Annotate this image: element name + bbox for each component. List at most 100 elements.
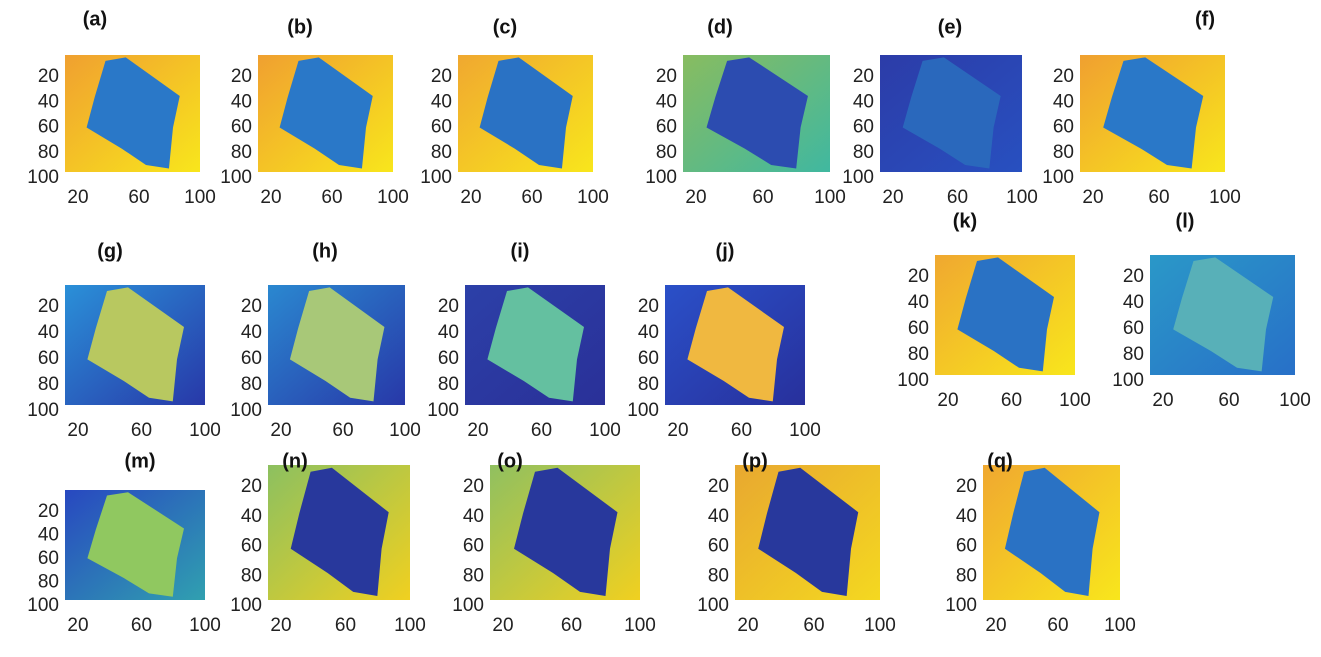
rock-region bbox=[289, 287, 385, 402]
panel: (e) 20 40 60 80 100 20 60 100 bbox=[842, 16, 1038, 208]
panel-label: (f) bbox=[1195, 8, 1215, 30]
y-tick-label: 60 bbox=[38, 117, 59, 138]
y-tick-label: 40 bbox=[638, 322, 659, 343]
x-tick-label: 100 bbox=[1006, 187, 1038, 208]
y-tick-label: 60 bbox=[638, 348, 659, 369]
x-tick-label: 20 bbox=[67, 420, 88, 441]
rock-region bbox=[479, 57, 573, 169]
x-tick-label: 100 bbox=[377, 187, 409, 208]
x-tick-label: 60 bbox=[1047, 615, 1068, 636]
y-tick-label: 80 bbox=[1123, 344, 1144, 365]
panel: (g) 20 40 60 80 100 20 60 100 bbox=[27, 240, 221, 441]
y-tick-label: 80 bbox=[656, 142, 677, 163]
panel-label: (a) bbox=[83, 8, 107, 30]
y-tick-label: 40 bbox=[1053, 91, 1074, 112]
y-tick-label: 20 bbox=[241, 296, 262, 317]
y-tick-label: 20 bbox=[38, 296, 59, 317]
y-tick-label: 60 bbox=[431, 117, 452, 138]
x-tick-label: 60 bbox=[131, 420, 152, 441]
panel: (o) 20 40 60 80 100 20 60 100 bbox=[452, 450, 656, 636]
y-tick-label: 100 bbox=[220, 167, 252, 188]
y-tick-label: 80 bbox=[241, 565, 262, 586]
y-tick-label: 60 bbox=[241, 348, 262, 369]
x-tick-label: 100 bbox=[389, 420, 421, 441]
y-tick-label: 100 bbox=[1112, 370, 1144, 391]
y-tick-label: 60 bbox=[908, 318, 929, 339]
y-tick-label: 100 bbox=[1042, 167, 1074, 188]
y-tick-label: 80 bbox=[908, 344, 929, 365]
x-tick-label: 100 bbox=[1104, 615, 1136, 636]
rock-region bbox=[487, 287, 584, 402]
panel: (q) 20 40 60 80 100 20 60 100 bbox=[945, 450, 1136, 636]
x-tick-label: 20 bbox=[67, 615, 88, 636]
y-tick-label: 20 bbox=[38, 66, 59, 87]
y-tick-label: 40 bbox=[231, 91, 252, 112]
y-tick-label: 40 bbox=[656, 91, 677, 112]
panel-label: (o) bbox=[497, 450, 523, 472]
y-tick-label: 80 bbox=[463, 565, 484, 586]
x-tick-label: 100 bbox=[864, 615, 896, 636]
x-tick-label: 20 bbox=[937, 390, 958, 411]
y-tick-label: 80 bbox=[956, 565, 977, 586]
panel: (d) 20 40 60 80 100 20 60 100 bbox=[645, 16, 846, 208]
y-tick-label: 20 bbox=[463, 476, 484, 497]
y-tick-label: 20 bbox=[908, 266, 929, 287]
y-tick-label: 20 bbox=[853, 66, 874, 87]
x-tick-label: 100 bbox=[189, 615, 221, 636]
x-tick-label: 60 bbox=[128, 187, 149, 208]
y-tick-label: 60 bbox=[708, 536, 729, 557]
x-tick-label: 20 bbox=[667, 420, 688, 441]
x-tick-label: 20 bbox=[492, 615, 513, 636]
y-tick-label: 80 bbox=[38, 142, 59, 163]
x-tick-label: 100 bbox=[1279, 390, 1311, 411]
panel-label: (l) bbox=[1176, 210, 1195, 232]
rock-region bbox=[87, 287, 184, 402]
y-tick-label: 80 bbox=[1053, 142, 1074, 163]
x-tick-label: 60 bbox=[335, 615, 356, 636]
y-tick-label: 40 bbox=[956, 506, 977, 527]
y-tick-label: 100 bbox=[27, 400, 59, 421]
y-tick-label: 80 bbox=[638, 374, 659, 395]
y-tick-label: 100 bbox=[230, 400, 262, 421]
y-tick-label: 100 bbox=[945, 595, 977, 616]
panel-label: (c) bbox=[493, 16, 517, 38]
rock-region bbox=[1004, 467, 1100, 596]
panel-label: (n) bbox=[282, 450, 308, 472]
rock-region bbox=[514, 467, 618, 596]
panel: (c) 20 40 60 80 100 20 60 100 bbox=[420, 16, 609, 208]
y-tick-label: 40 bbox=[38, 91, 59, 112]
panel: (i) 20 40 60 80 100 20 60 100 bbox=[427, 240, 621, 441]
x-tick-label: 60 bbox=[521, 187, 542, 208]
y-tick-label: 20 bbox=[231, 66, 252, 87]
x-tick-label: 100 bbox=[1059, 390, 1091, 411]
x-tick-label: 20 bbox=[985, 615, 1006, 636]
x-tick-label: 20 bbox=[737, 615, 758, 636]
x-tick-label: 60 bbox=[947, 187, 968, 208]
y-tick-label: 100 bbox=[27, 167, 59, 188]
panel: (n) 20 40 60 80 100 20 60 100 bbox=[230, 450, 426, 636]
y-tick-label: 100 bbox=[645, 167, 677, 188]
panel-label: (i) bbox=[511, 240, 530, 262]
y-tick-label: 20 bbox=[656, 66, 677, 87]
y-tick-label: 60 bbox=[853, 117, 874, 138]
x-tick-label: 20 bbox=[1082, 187, 1103, 208]
y-tick-label: 20 bbox=[38, 501, 59, 522]
panel-label: (g) bbox=[97, 240, 123, 262]
y-tick-label: 60 bbox=[956, 536, 977, 557]
rock-region bbox=[86, 57, 180, 169]
y-tick-label: 60 bbox=[463, 536, 484, 557]
panel-label: (h) bbox=[312, 240, 338, 262]
rock-region bbox=[706, 57, 808, 169]
y-tick-label: 60 bbox=[231, 117, 252, 138]
y-tick-label: 20 bbox=[638, 296, 659, 317]
y-tick-label: 20 bbox=[1053, 66, 1074, 87]
y-tick-label: 20 bbox=[431, 66, 452, 87]
y-tick-label: 40 bbox=[1123, 292, 1144, 313]
y-tick-label: 40 bbox=[38, 322, 59, 343]
panel: (p) 20 40 60 80 100 20 60 100 bbox=[697, 450, 896, 636]
x-tick-label: 60 bbox=[131, 615, 152, 636]
x-tick-label: 60 bbox=[531, 420, 552, 441]
panel-label: (b) bbox=[287, 16, 313, 38]
